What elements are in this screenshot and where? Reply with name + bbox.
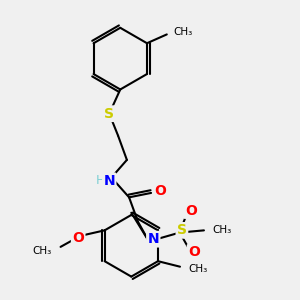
Text: CH₃: CH₃ xyxy=(173,27,193,37)
Text: CH₃: CH₃ xyxy=(213,225,232,236)
Text: S: S xyxy=(177,224,187,237)
Text: N: N xyxy=(148,232,159,246)
Text: S: S xyxy=(104,107,114,121)
Text: O: O xyxy=(72,231,84,245)
Text: O: O xyxy=(185,203,197,218)
Text: O: O xyxy=(188,245,200,260)
Text: H: H xyxy=(96,174,105,187)
Text: CH₃: CH₃ xyxy=(189,264,208,274)
Text: N: N xyxy=(103,174,115,188)
Text: O: O xyxy=(154,184,166,198)
Text: CH₃: CH₃ xyxy=(32,246,52,256)
